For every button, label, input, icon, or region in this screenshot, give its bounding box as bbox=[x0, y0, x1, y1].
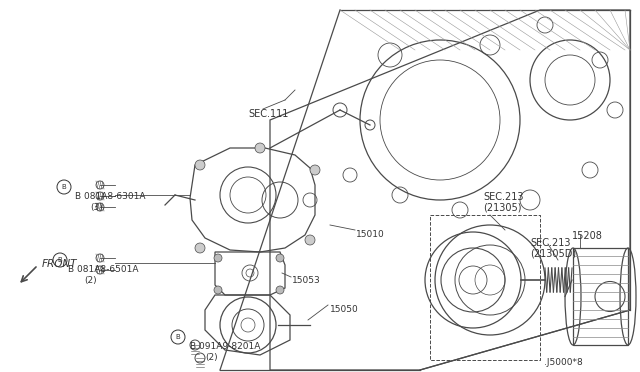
Bar bbox=[573, 248, 628, 345]
Text: B: B bbox=[58, 257, 62, 263]
Text: (21305): (21305) bbox=[483, 202, 522, 212]
Text: .J5000*8: .J5000*8 bbox=[544, 358, 583, 367]
Circle shape bbox=[195, 243, 205, 253]
Text: 15208: 15208 bbox=[572, 231, 603, 241]
Text: B: B bbox=[61, 184, 67, 190]
Circle shape bbox=[276, 254, 284, 262]
Circle shape bbox=[214, 254, 222, 262]
Circle shape bbox=[214, 286, 222, 294]
Text: FRONT: FRONT bbox=[42, 259, 77, 269]
Circle shape bbox=[305, 235, 315, 245]
Text: SEC.213: SEC.213 bbox=[483, 192, 524, 202]
Text: SEC.213: SEC.213 bbox=[530, 238, 570, 248]
Circle shape bbox=[255, 143, 265, 153]
Text: 15010: 15010 bbox=[356, 230, 385, 239]
Text: B: B bbox=[175, 334, 180, 340]
Text: 15053: 15053 bbox=[292, 276, 321, 285]
Text: (2): (2) bbox=[84, 276, 97, 285]
Text: 15050: 15050 bbox=[330, 305, 359, 314]
Text: (2): (2) bbox=[205, 353, 218, 362]
Text: SEC.111: SEC.111 bbox=[248, 109, 289, 119]
Text: B 081A8-6501A: B 081A8-6501A bbox=[68, 265, 138, 274]
Text: B 081A8-6301A: B 081A8-6301A bbox=[75, 192, 145, 201]
Text: B 091A9-8201A: B 091A9-8201A bbox=[190, 342, 260, 351]
Circle shape bbox=[310, 165, 320, 175]
Text: (3): (3) bbox=[90, 203, 103, 212]
Text: (21305D): (21305D) bbox=[530, 248, 576, 258]
Circle shape bbox=[276, 286, 284, 294]
Circle shape bbox=[195, 160, 205, 170]
